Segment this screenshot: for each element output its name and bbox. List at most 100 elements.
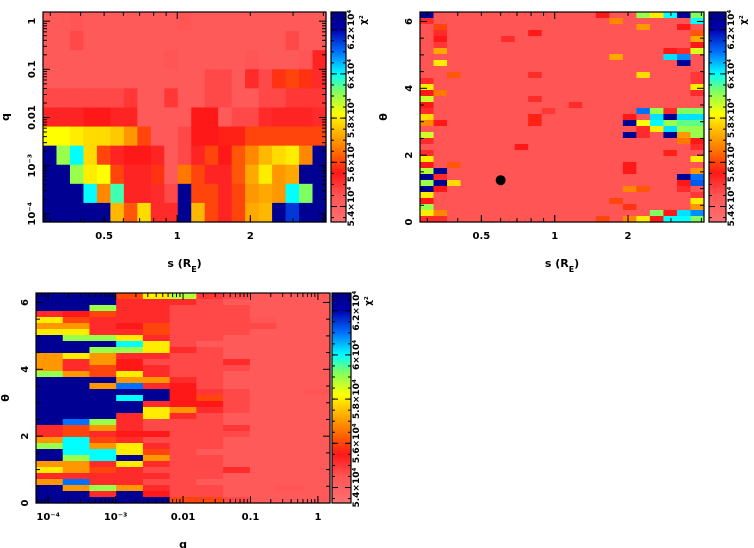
- heatmap-cell: [285, 69, 300, 89]
- heatmap-cell: [447, 156, 462, 163]
- heatmap-cell: [541, 12, 556, 19]
- heatmap-cell: [116, 419, 144, 426]
- heatmap-cell: [501, 90, 516, 97]
- heatmap-cell: [514, 36, 529, 43]
- heatmap-cell: [555, 42, 570, 49]
- y-axis-label: θ: [0, 394, 12, 402]
- heatmap-cell: [636, 210, 651, 217]
- heatmap-cell: [582, 54, 597, 61]
- heatmap-cell: [460, 48, 475, 55]
- heatmap-cell: [649, 162, 665, 169]
- heatmap-panel-1: 0.5 1 2 1 0.1 0.01 10⁻³ 10⁻⁴ s (RE) q 5.4×10⁴ 5.6×1…: [0, 10, 369, 274]
- heatmap-cell: [196, 335, 224, 342]
- heatmap-cell: [501, 102, 516, 109]
- heatmap-cell: [433, 150, 448, 157]
- heatmap-cell: [303, 497, 331, 504]
- heatmap-cell: [177, 12, 192, 32]
- heatmap-cell: [191, 50, 206, 70]
- heatmap-cell: [649, 18, 665, 25]
- heatmap-cell: [487, 144, 502, 151]
- x-tick-label: 1: [174, 231, 181, 242]
- heatmap-cell: [528, 12, 543, 19]
- heatmap-cell: [89, 497, 117, 504]
- x-tick-label: 0.5: [95, 231, 113, 242]
- heatmap-cell: [69, 12, 85, 32]
- heatmap-cell: [528, 72, 543, 79]
- heatmap-cell: [528, 54, 543, 61]
- heatmap-cell: [433, 156, 448, 163]
- heatmap-cell: [622, 12, 637, 19]
- heatmap-cell: [501, 210, 516, 217]
- heatmap-cell: [177, 107, 192, 128]
- heatmap-cell: [622, 42, 637, 49]
- heatmap-cell: [582, 12, 597, 19]
- heatmap-cell: [142, 485, 171, 492]
- heatmap-cell: [303, 347, 331, 354]
- heatmap-cell: [609, 24, 624, 31]
- heatmap-cell: [420, 84, 435, 91]
- heatmap-cell: [622, 156, 637, 163]
- heatmap-cell: [555, 48, 570, 55]
- heatmap-cell: [142, 329, 171, 336]
- heatmap-cell: [272, 12, 287, 32]
- heatmap-cell: [487, 156, 502, 163]
- heatmap-cell: [142, 473, 171, 480]
- heatmap-cell: [622, 30, 637, 37]
- heatmap-cell: [123, 31, 138, 51]
- heatmap-cell: [555, 180, 570, 187]
- heatmap-cell: [582, 42, 597, 49]
- heatmap-cell: [555, 90, 570, 97]
- heatmap-cell: [555, 18, 570, 25]
- heatmap-cell: [137, 145, 152, 166]
- heatmap-cell: [420, 162, 435, 169]
- heatmap-cell: [676, 60, 692, 67]
- x-axis-label-text: s (R: [167, 257, 191, 270]
- heatmap-cell: [62, 431, 91, 438]
- heatmap-cell: [420, 198, 435, 205]
- heatmap-cell: [177, 202, 192, 223]
- heatmap-cell: [460, 138, 475, 145]
- heatmap-cell: [169, 305, 197, 312]
- heatmap-cell: [89, 299, 117, 306]
- heatmap-cell: [433, 168, 448, 175]
- heatmap-cell: [62, 395, 91, 402]
- heatmap-cell: [636, 78, 651, 85]
- heatmap-cell: [555, 36, 570, 43]
- heatmap-cell: [116, 383, 144, 390]
- heatmap-cell: [36, 377, 64, 384]
- x-tick-label: 0.01: [171, 512, 196, 523]
- heatmap-cell: [514, 156, 529, 163]
- heatmap-cell: [249, 353, 278, 360]
- heatmap-cell: [649, 216, 665, 223]
- heatmap-cell: [433, 36, 448, 43]
- heatmap-cell: [474, 144, 489, 151]
- heatmap-cell: [636, 138, 651, 145]
- heatmap-cell: [36, 467, 64, 474]
- x-axis-label: q: [179, 538, 187, 548]
- heatmap-cell: [541, 150, 556, 157]
- heatmap-cell: [204, 202, 219, 223]
- heatmap-cell: [249, 299, 278, 306]
- heatmap-cell: [568, 96, 583, 103]
- heatmap-cell: [116, 305, 144, 312]
- heatmap-cell: [231, 12, 246, 32]
- heatmap-cell: [501, 114, 516, 121]
- heatmap-cell: [196, 371, 224, 378]
- heatmap-cell: [676, 84, 692, 91]
- heatmap-cell: [110, 164, 125, 185]
- heatmap-cell: [636, 204, 651, 211]
- x-tick-label: 2: [625, 231, 632, 242]
- heatmap-cell: [69, 145, 85, 166]
- heatmap-cell: [272, 50, 287, 70]
- heatmap-cell: [433, 108, 448, 115]
- heatmap-cell: [595, 30, 610, 37]
- y-tick-label: 0: [20, 499, 31, 506]
- heatmap-cell: [622, 120, 637, 127]
- heatmap-cell: [96, 31, 111, 51]
- heatmap-cell: [62, 389, 91, 396]
- heatmap-cell: [196, 443, 224, 450]
- heatmap-cell: [169, 341, 197, 348]
- heatmap-cell: [164, 107, 179, 128]
- heatmap-cell: [622, 162, 637, 169]
- heatmap-cell: [249, 329, 278, 336]
